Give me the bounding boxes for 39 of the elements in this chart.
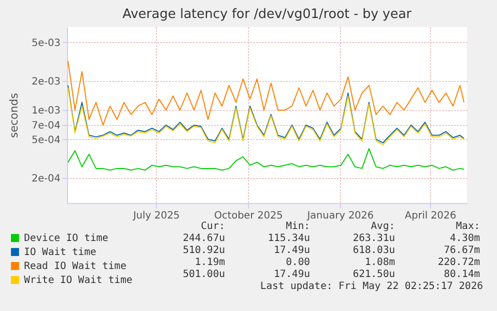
text: 4.30m xyxy=(448,233,480,245)
text: 621.50u xyxy=(352,269,395,281)
y-tick-label: 1e-03 xyxy=(32,106,60,117)
text: 80.14m xyxy=(442,269,480,281)
text: 0.00 xyxy=(284,257,310,269)
x-tick-label: October 2025 xyxy=(214,210,283,222)
x-tick-label: July 2025 xyxy=(132,210,180,222)
text: Cur: xyxy=(200,221,225,233)
text: 76.67m xyxy=(442,245,480,257)
legend-label: Write IO Wait time xyxy=(24,275,132,286)
text: Min: xyxy=(284,221,310,233)
text: Last update: Fri May 22 02:25:17 2026 xyxy=(259,281,483,293)
text: 220.72m xyxy=(436,257,480,269)
y-tick-label: 5e-03 xyxy=(32,38,60,49)
x-tick-label: January 2026 xyxy=(306,210,374,222)
y-tick-label: 7e-04 xyxy=(32,120,60,132)
y-tick-label: 5e-04 xyxy=(32,134,60,146)
text: 115.34u xyxy=(266,233,310,245)
legend-label: Read IO Wait time xyxy=(24,261,126,272)
y-tick-label: 2e-03 xyxy=(32,76,60,88)
line-series xyxy=(68,60,464,126)
text: 510.92u xyxy=(182,245,225,257)
text: Max: xyxy=(454,221,480,233)
legend-label: Device IO time xyxy=(24,233,108,244)
text: 1.08m xyxy=(364,257,395,269)
text: 244.67u xyxy=(182,233,225,245)
text: 501.00u xyxy=(182,269,225,281)
x-tick-label: April 2026 xyxy=(404,210,456,222)
text: 618.03u xyxy=(352,245,395,257)
text: Avg: xyxy=(370,221,395,233)
legend-label: IO Wait time xyxy=(24,247,96,258)
text: 1.19m xyxy=(194,257,225,269)
text: 17.49u xyxy=(272,269,310,281)
y-tick-label: 2e-04 xyxy=(32,173,60,184)
y-axis-title: seconds xyxy=(8,92,21,138)
chart-title: Average latency for /dev/vg01/root - by year xyxy=(122,7,412,22)
text: 17.49u xyxy=(272,245,310,257)
line-series xyxy=(68,148,464,171)
text: 263.31u xyxy=(352,233,395,245)
